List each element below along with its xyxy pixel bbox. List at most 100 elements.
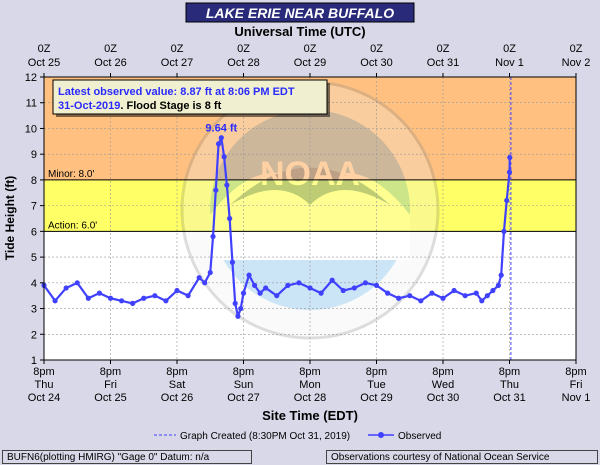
y-tick-label: 7 [31,201,37,213]
x-tick-label: 8pm [166,366,187,378]
x-tick-label: Oct 25 [94,392,126,404]
top-tick-label: Nov 1 [495,57,524,69]
observed-point [274,293,280,299]
legend-observed: Observed [398,431,441,442]
x-tick-label: 8pm [233,366,254,378]
top-tick-label: Oct 29 [294,57,326,69]
legend: Graph Created (8:30PM Oct 31, 2019) Obse… [154,431,441,442]
observed-point [107,295,114,301]
x-tick-label: 8pm [432,366,453,378]
x-tick-label: Tue [367,379,386,391]
top-tick-label: 0Z [503,43,516,55]
observed-point [238,305,244,312]
x-tick-label: 8pm [565,366,586,378]
observed-point [213,187,219,193]
legend-graph-created: Graph Created (8:30PM Oct 31, 2019) [180,431,350,442]
top-tick-label: 0Z [570,43,583,55]
observed-point [362,280,369,286]
observed-point [85,295,91,301]
y-tick-label: 1 [31,355,37,367]
x-tick-label: Oct 24 [28,392,60,404]
observed-point [329,277,335,283]
top-tick-label: 0Z [304,43,317,55]
x-tick-label: 8pm [499,366,520,378]
flood-stage-label: Flood Stage is 8 ft [127,100,222,112]
observed-point [296,280,302,286]
x-tick-label: Oct 31 [493,392,525,404]
observed-point [210,233,216,240]
observed-point [52,298,58,304]
x-tick-label: Oct 27 [227,392,259,404]
x-tick-label: Mon [299,379,320,391]
top-tick-label: Nov 2 [562,57,591,69]
observed-point [141,295,147,301]
observed-point [224,182,230,188]
observed-point [96,290,103,296]
observed-point [246,272,252,278]
observed-point [227,215,233,222]
latest-value-box: Latest observed value: 8.87 ft at 8:06 P… [52,79,330,117]
legend-observed-marker [378,432,384,438]
observed-point [479,298,485,304]
observed-point [498,272,504,278]
observed-point [384,290,391,296]
x-tick-label: Oct 26 [161,392,193,404]
y-tick-label: 2 [31,329,37,341]
top-tick-label: Oct 31 [427,57,459,69]
bottom-axis-title: Site Time (EDT) [262,408,358,423]
threshold-label: Action: 6.0' [48,220,97,231]
observed-point [504,197,510,204]
y-tick-label: 8 [31,175,37,187]
observed-point [240,290,247,296]
y-tick-label: 11 [26,98,37,110]
observed-point [218,135,224,141]
observed-point [251,282,258,288]
latest-observed-text: Latest observed value: 8.87 ft at 8:06 P… [58,86,295,98]
observed-point [207,269,213,276]
observed-point [174,287,180,294]
observed-point [351,285,357,291]
observed-point [118,298,125,304]
x-tick-label: Thu [35,379,54,391]
y-tick-label: 12 [25,72,37,84]
footer-datum: BUFN6(plotting HMIRG) "Gage 0" Datum: n/… [2,450,252,464]
flood-stage-text: 31-Oct-2019. Flood Stage is 8 ft [58,100,222,112]
observed-point [63,285,69,291]
x-tick-label: Oct 28 [294,392,326,404]
y-tick-label: 10 [25,123,37,135]
x-tick-label: Fri [104,379,117,391]
x-tick-label: 8pm [299,366,320,378]
top-tick-label: 0Z [237,43,250,55]
observed-point [407,293,413,299]
observed-point [130,300,136,306]
x-tick-label: 8pm [100,366,121,378]
observed-point [396,295,402,301]
chart-title: LAKE ERIE NEAR BUFFALO [206,5,394,21]
observed-point [152,293,158,299]
y-tick-label: 5 [31,252,37,264]
y-tick-label: 6 [31,226,37,238]
x-tick-label: Fri [570,379,583,391]
x-tick-label: 8pm [366,366,387,378]
observed-point [507,154,513,161]
top-tick-label: 0Z [104,43,117,55]
observed-point [451,287,457,294]
threshold-label: Minor: 8.0' [48,169,94,180]
observed-point [418,298,424,304]
threshold-lines: Minor: 8.0' Action: 6.0' [44,169,576,232]
observed-point [373,282,380,288]
observed-point [484,293,490,299]
top-tick-label: 0Z [38,43,51,55]
x-tick-label: Nov 1 [562,392,591,404]
observed-point [215,141,222,147]
observed-point [429,290,435,296]
y-tick-label: 4 [31,278,37,290]
observed-point [232,300,238,306]
peak-label: 9.64 ft [205,123,237,135]
top-tick-label: 0Z [370,43,383,55]
observed-point [229,259,236,265]
